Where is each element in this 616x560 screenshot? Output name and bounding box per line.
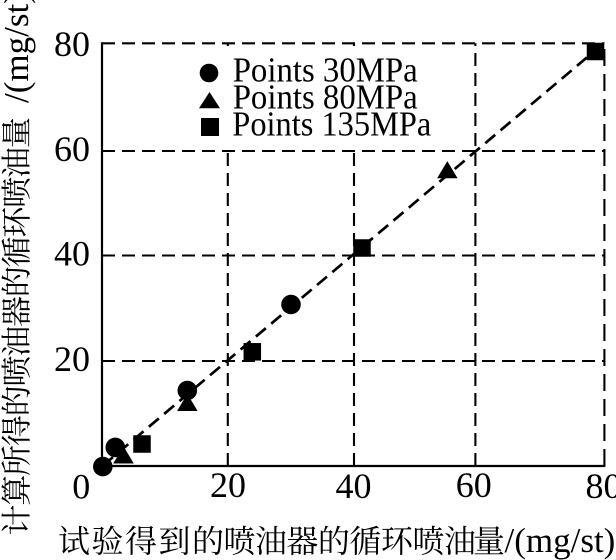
svg-text:20: 20 [210, 465, 246, 505]
svg-text:80: 80 [54, 24, 90, 64]
svg-text:80: 80 [586, 466, 616, 506]
svg-text:Points 135MPa: Points 135MPa [232, 105, 431, 144]
svg-text:Points 30MPa: Points 30MPa [233, 51, 418, 90]
svg-text:40: 40 [336, 466, 372, 506]
svg-text:60: 60 [456, 465, 492, 505]
svg-text:/(mg/st): /(mg/st) [0, 0, 36, 103]
svg-text:/(mg/st): /(mg/st) [505, 521, 616, 560]
svg-text:20: 20 [54, 339, 90, 379]
svg-text:Points 80MPa: Points 80MPa [233, 78, 418, 117]
svg-text:60: 60 [54, 129, 90, 169]
svg-text:0: 0 [72, 466, 90, 506]
svg-text:40: 40 [54, 234, 90, 274]
